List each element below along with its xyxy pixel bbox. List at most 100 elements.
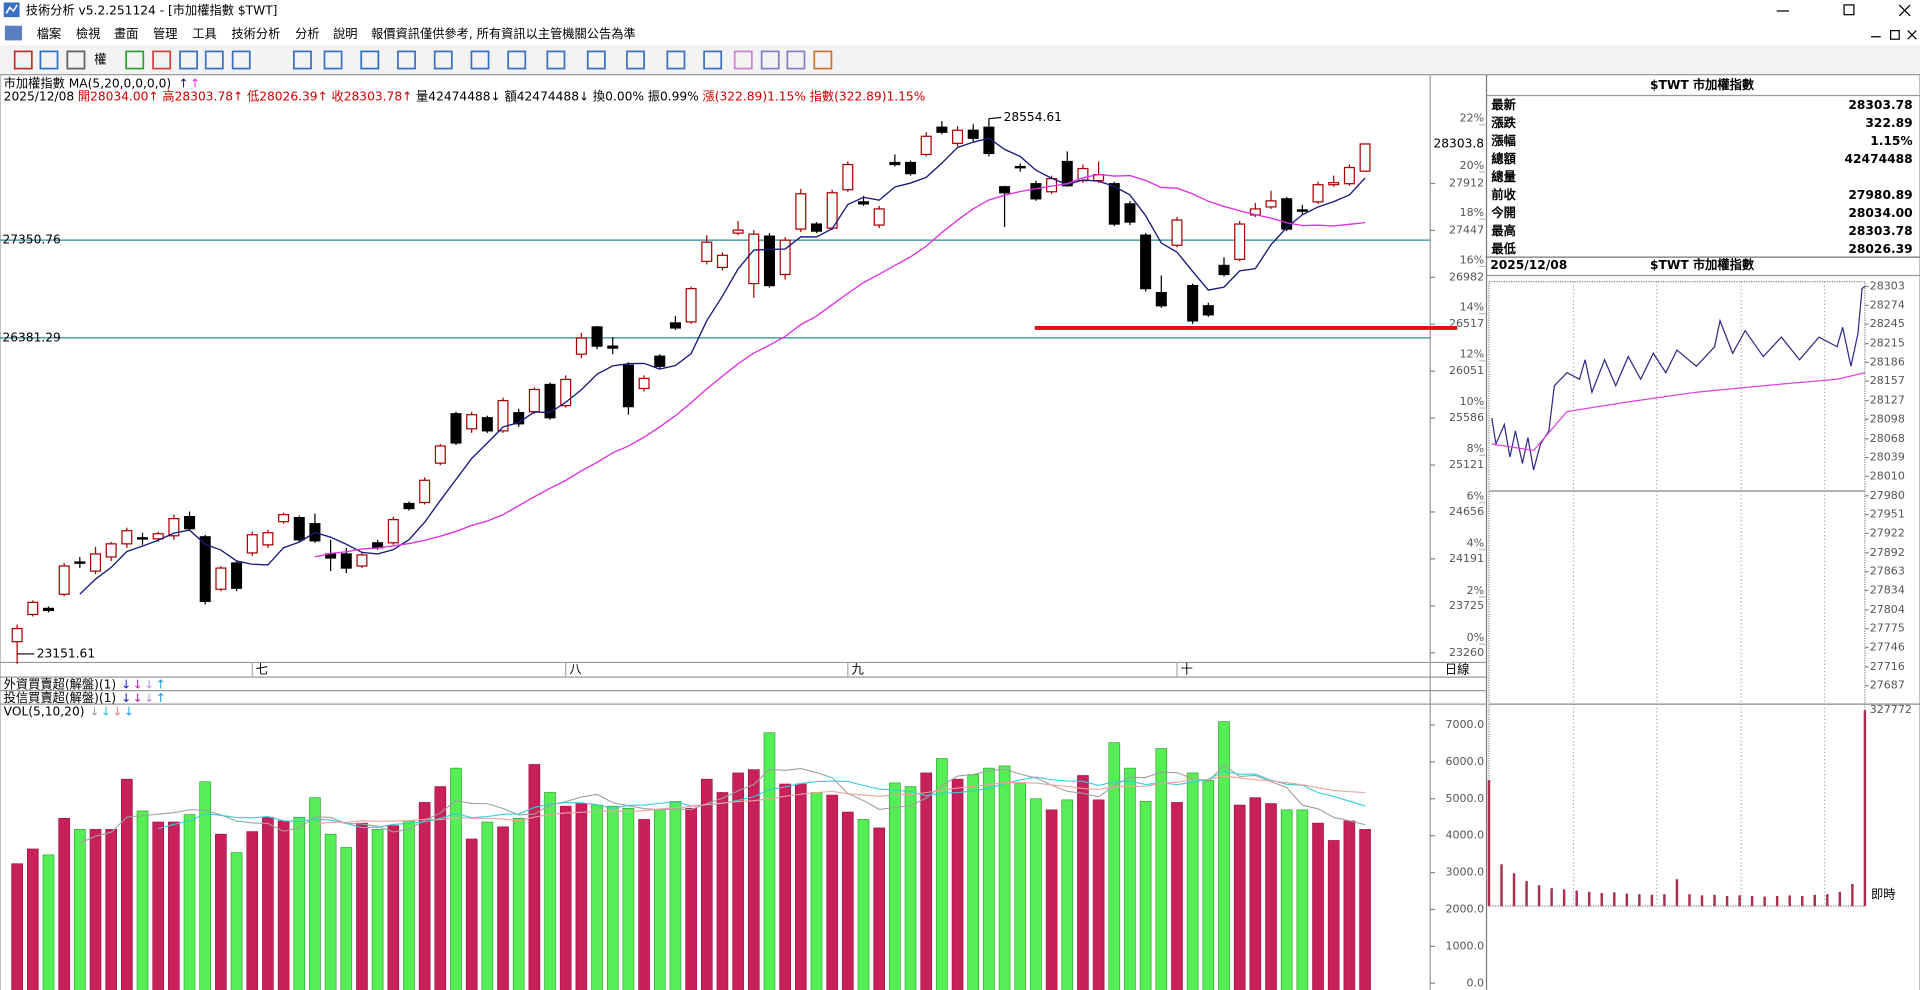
- tool-button[interactable]: [323, 50, 343, 70]
- volume-bar: [575, 803, 588, 990]
- tool-button[interactable]: [813, 50, 833, 70]
- pct-tick-label: 20%: [1460, 159, 1484, 172]
- volume-bar: [324, 833, 337, 990]
- volume-bar: [1202, 779, 1215, 990]
- menu-item[interactable]: 管理: [153, 26, 177, 41]
- candle-body: [27, 601, 39, 616]
- volume-marker: ↓: [124, 704, 134, 718]
- menu-item[interactable]: 檢視: [76, 26, 100, 41]
- tool-button[interactable]: [66, 50, 86, 70]
- toolbar-label: 權: [94, 53, 106, 67]
- candle-body: [1218, 264, 1230, 276]
- tool-button[interactable]: [546, 50, 566, 70]
- close-button[interactable]: [1898, 4, 1911, 17]
- tool-button[interactable]: [397, 50, 416, 70]
- volume-bar: [1359, 829, 1371, 990]
- tool-button[interactable]: [470, 50, 490, 70]
- y-tick-label: 27687: [1870, 679, 1905, 692]
- quote-segment: 振0.99%: [648, 89, 699, 103]
- menu-bar: [0, 20, 1920, 46]
- volume-bar: [1155, 748, 1168, 990]
- y-tick-label: 27834: [1870, 583, 1905, 596]
- high-leader: [988, 116, 1002, 120]
- candle-body: [90, 553, 102, 572]
- volume-bar: [544, 792, 556, 990]
- candle-body: [1296, 209, 1308, 212]
- volume-bar: [512, 818, 525, 990]
- candle-body: [1234, 223, 1246, 260]
- tool-button[interactable]: [293, 50, 312, 70]
- intraday-grid: [1572, 281, 1826, 907]
- menu-item[interactable]: 技術分析: [231, 27, 280, 41]
- candle-body: [889, 161, 901, 166]
- menu-item[interactable]: 說明: [333, 26, 357, 41]
- tool-button[interactable]: [760, 50, 780, 70]
- candle-body: [622, 364, 634, 408]
- mdi-restore[interactable]: [1890, 30, 1900, 40]
- candle-body: [262, 532, 274, 546]
- candle-body: [152, 533, 164, 540]
- tool-button[interactable]: [703, 50, 723, 70]
- volume-bar: [638, 819, 650, 990]
- tool-button[interactable]: [586, 50, 606, 70]
- candle-body: [1108, 183, 1120, 225]
- y-tick-label: 27863: [1870, 565, 1905, 578]
- x-tick-label: 八: [569, 662, 581, 676]
- volume-bar: [857, 819, 870, 990]
- tool-button[interactable]: [179, 50, 198, 70]
- candle-body: [1343, 166, 1355, 185]
- tool-button[interactable]: [360, 50, 380, 70]
- indicator-marker: ↑: [156, 690, 166, 704]
- tool-button[interactable]: [39, 50, 59, 70]
- volume-bar: [606, 805, 619, 990]
- indicator-marker: ↓: [133, 690, 143, 704]
- intraday-line: [1491, 372, 1866, 452]
- volume-bar: [685, 808, 697, 990]
- realtime-label: 即時: [1871, 888, 1895, 902]
- menu-item[interactable]: 畫面: [114, 26, 138, 41]
- volume-bar: [1218, 721, 1230, 990]
- y-tick-label: 24656: [1449, 505, 1484, 518]
- candle-body: [905, 161, 917, 175]
- pct-tick-label: 2%: [1467, 584, 1484, 597]
- quote-line: 2025/12/08 開28034.00↑ 高28303.78↑ 低28026.39↑…: [4, 88, 926, 103]
- candle-body: [121, 530, 133, 545]
- quote-segment: 換0.00%: [593, 89, 644, 103]
- volume-bar: [842, 811, 854, 990]
- tool-button[interactable]: [13, 50, 33, 70]
- y-tick-label: 27951: [1870, 508, 1905, 521]
- tool-button[interactable]: [626, 50, 645, 70]
- volume-bar: [669, 801, 682, 990]
- volume-bar: [1233, 804, 1246, 990]
- quote-value: 1.15%: [1870, 134, 1912, 148]
- y-tick-label: 25586: [1449, 411, 1484, 424]
- candle-body: [701, 241, 713, 262]
- tool-button[interactable]: [204, 50, 224, 70]
- menu-item[interactable]: 檔案: [37, 26, 61, 41]
- restore-button[interactable]: [1843, 4, 1855, 16]
- candle-body: [450, 413, 462, 444]
- tool-button[interactable]: [231, 50, 251, 70]
- tool-button[interactable]: [666, 50, 686, 70]
- candle-body: [575, 337, 587, 355]
- tool-button[interactable]: [733, 50, 753, 70]
- volume-bar: [246, 831, 259, 990]
- menu-item[interactable]: 分析: [295, 27, 319, 41]
- y-tick-label: 28186: [1870, 355, 1905, 368]
- tool-button[interactable]: [786, 50, 806, 70]
- tool-button[interactable]: [152, 50, 172, 70]
- quote-segment: 額42474488↓: [504, 89, 589, 103]
- tool-button[interactable]: [507, 50, 527, 70]
- period-label: 日線: [1445, 661, 1469, 676]
- tool-button[interactable]: [125, 50, 145, 70]
- volume-bar: [622, 808, 635, 990]
- tool-button[interactable]: [433, 50, 453, 70]
- y-tick-label: 27775: [1870, 622, 1905, 635]
- volume-bar: [1139, 801, 1152, 990]
- menu-item[interactable]: 工具: [192, 27, 216, 41]
- y-tick-label: 28245: [1870, 317, 1905, 330]
- x-tick-label: 十: [1181, 662, 1193, 676]
- quote-label: 漲跌: [1491, 115, 1516, 130]
- candle-body: [215, 567, 227, 590]
- mdi-close[interactable]: [1907, 30, 1917, 40]
